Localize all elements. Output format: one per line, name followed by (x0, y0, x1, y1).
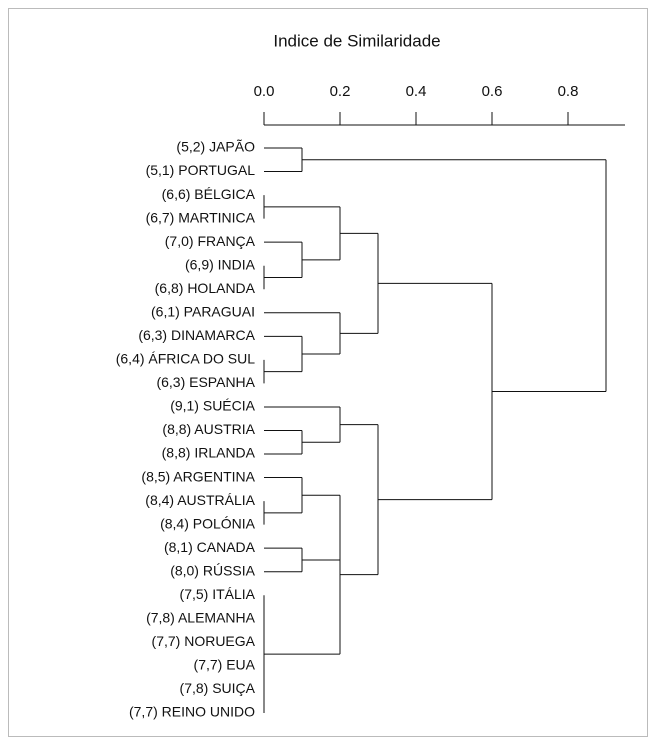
leaf-label: (5,1) PORTUGAL (146, 162, 256, 178)
leaf-label: (6,6) BÉLGICA (162, 186, 256, 202)
leaf-label: (8,1) CANADA (164, 539, 256, 555)
leaf-label: (8,4) POLÓNIA (160, 515, 256, 531)
leaf-label: (6,3) DINAMARCA (138, 327, 255, 343)
leaf-label: (6,1) PARAGUAI (151, 303, 255, 319)
x-tick-label: 0.2 (330, 83, 351, 100)
leaf-label: (6,4) ÁFRICA DO SUL (116, 351, 255, 367)
leaf-label: (6,9) INDIA (185, 256, 256, 272)
leaf-label: (7,8) SUIÇA (180, 680, 256, 696)
leaf-label: (7,5) ITÁLIA (180, 586, 256, 602)
leaf-label: (6,3) ESPANHA (156, 374, 255, 390)
leaf-label: (7,7) EUA (194, 657, 256, 673)
frame (8, 8, 648, 737)
leaf-label: (6,7) MARTINICA (146, 209, 256, 225)
chart-title: Indice de Similaridade (273, 31, 440, 50)
x-tick-label: 0.8 (558, 83, 579, 100)
leaf-label: (5,2) JAPÃO (176, 139, 255, 155)
leaf-label: (7,0) FRANÇA (165, 233, 256, 249)
leaf-label: (8,5) ARGENTINA (141, 468, 255, 484)
leaf-label: (7,7) REINO UNIDO (129, 704, 255, 720)
leaf-label: (7,7) NORUEGA (152, 633, 256, 649)
leaf-label: (8,8) IRLANDA (162, 445, 256, 461)
leaf-label: (7,8) ALEMANHA (146, 610, 256, 626)
x-tick-label: 0.0 (254, 83, 275, 100)
leaf-label: (8,8) AUSTRIA (162, 421, 255, 437)
leaf-label: (9,1) SUÉCIA (170, 398, 255, 414)
leaf-label: (6,8) HOLANDA (155, 280, 256, 296)
leaf-label: (8,0) RÚSSIA (170, 562, 255, 578)
leaf-label: (8,4) AUSTRÁLIA (145, 492, 255, 508)
x-tick-label: 0.6 (482, 83, 503, 100)
x-tick-label: 0.4 (406, 83, 427, 100)
